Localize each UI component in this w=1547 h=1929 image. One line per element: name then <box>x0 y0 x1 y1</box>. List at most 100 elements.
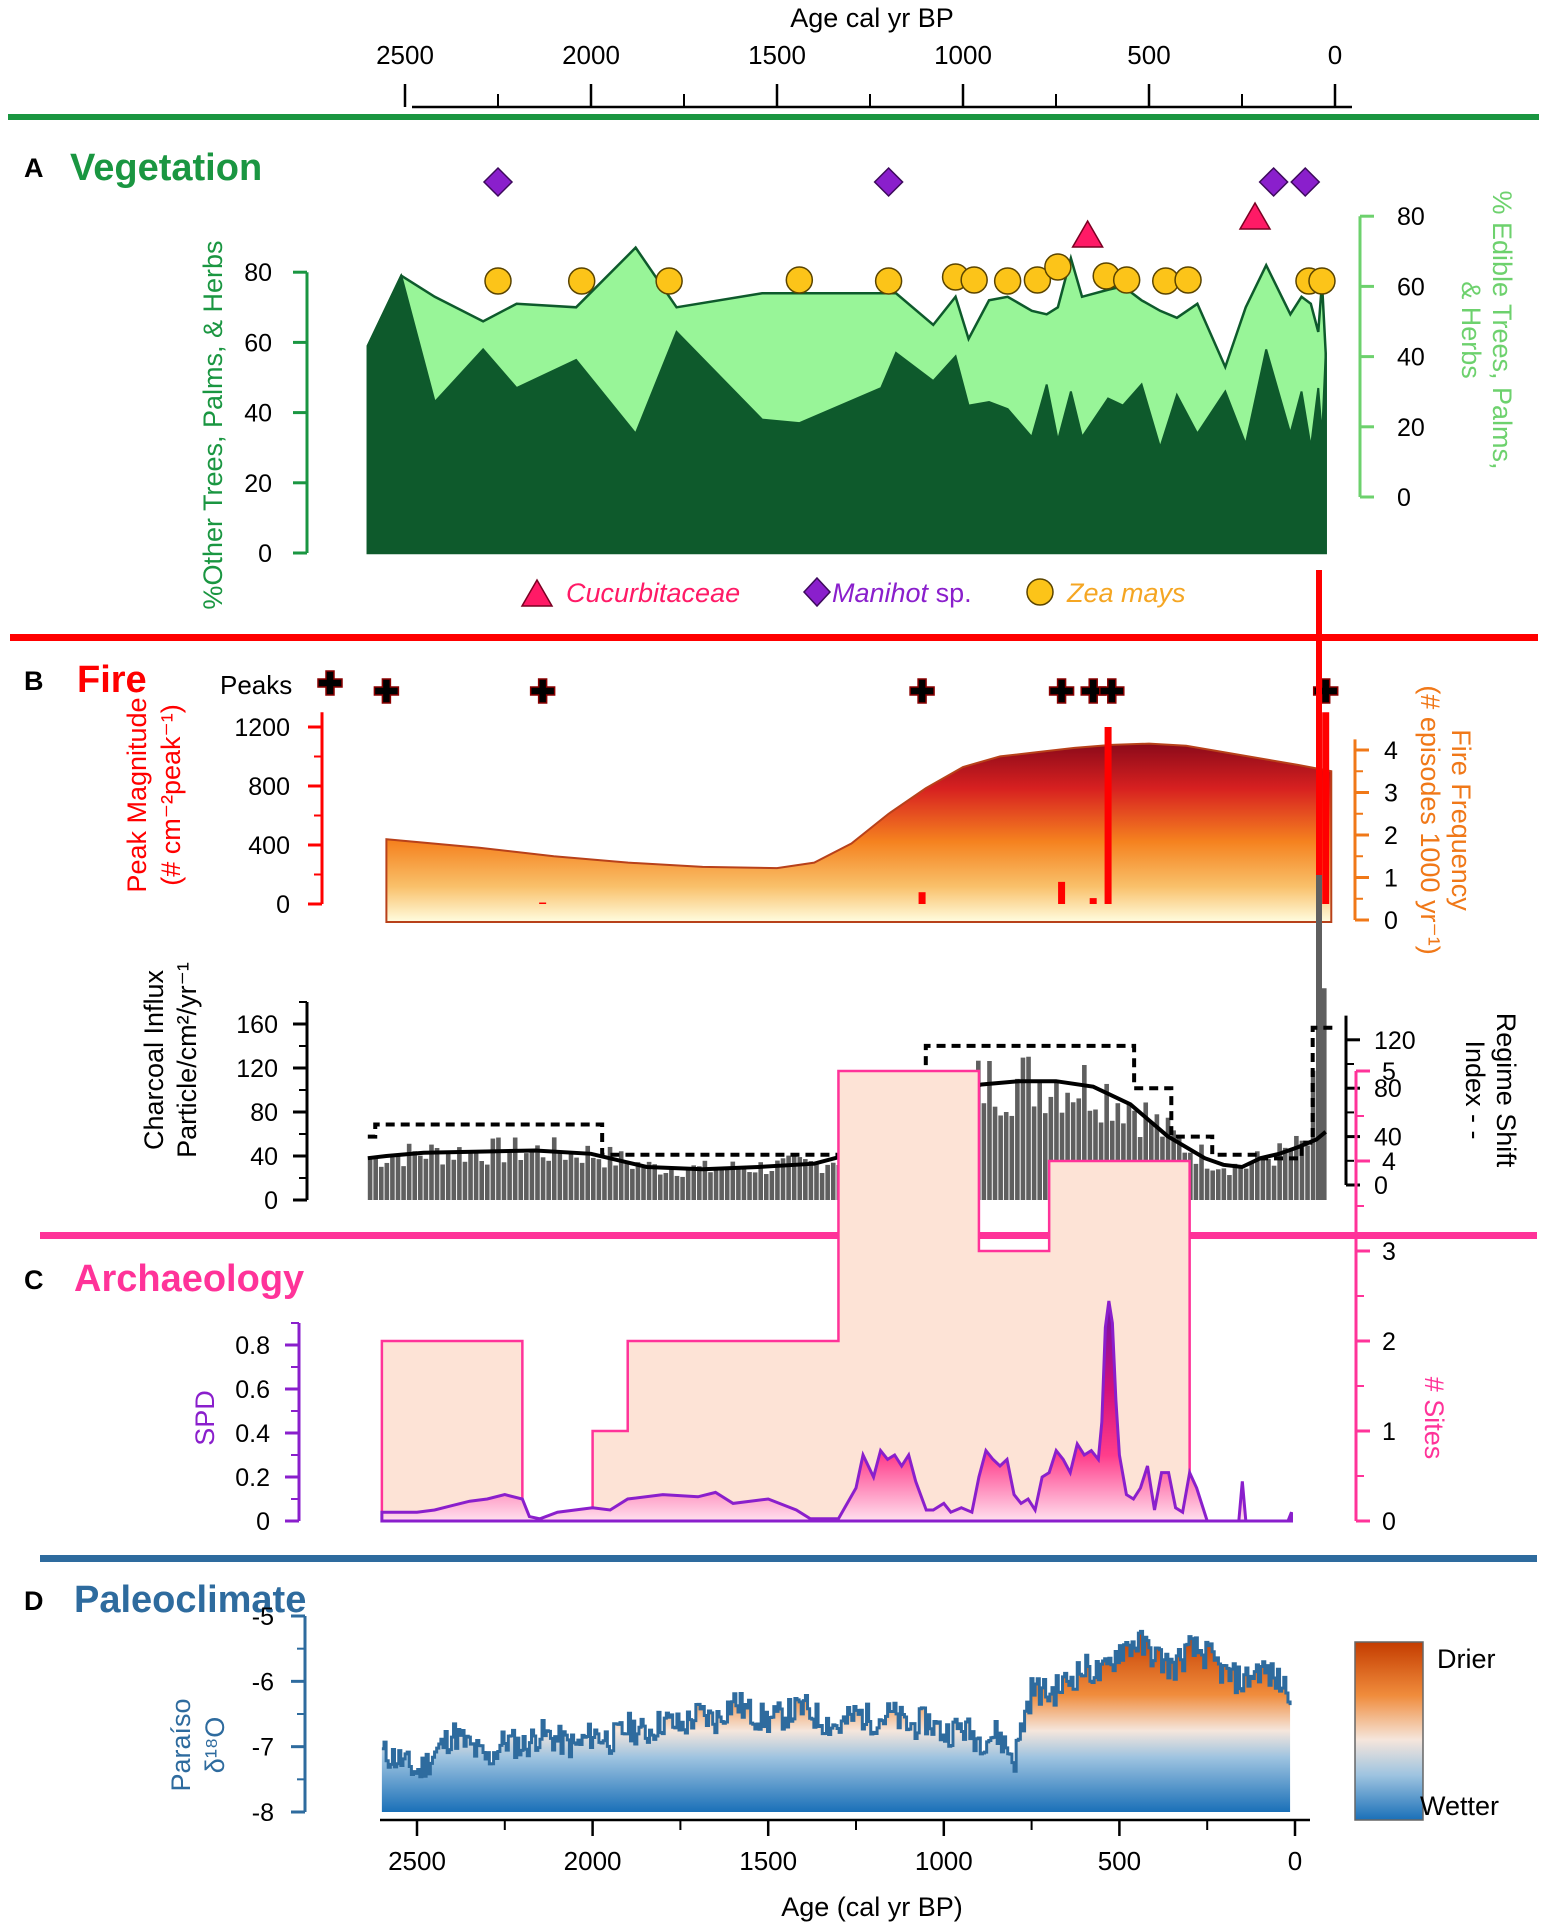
vegetation-left-tick-label: 60 <box>244 329 272 357</box>
regime-tick-label: 120 <box>1374 1027 1416 1055</box>
archaeology-title: Archaeology <box>74 1258 304 1300</box>
sites-tick-label: 5 <box>1382 1058 1396 1086</box>
charcoal-bar <box>1087 1110 1093 1200</box>
zea-marker <box>655 267 683 295</box>
vegetation-panel: 0 20 40 60 80 0 20 40 60 80 <box>244 166 1425 568</box>
charcoal-bar <box>1210 1170 1215 1200</box>
spd-tick-label: 0.4 <box>235 1420 270 1448</box>
peak-marker <box>1312 678 1339 704</box>
vegetation-right-tick-label: 0 <box>1397 484 1411 512</box>
vegetation-markers <box>482 166 1336 295</box>
charcoal-bar <box>406 1143 412 1200</box>
charcoal-bar <box>1282 1147 1288 1200</box>
charcoal-bar <box>630 1168 635 1200</box>
top-axis: 2500 2000 1500 1000 500 0 <box>376 40 1352 109</box>
vegetation-right-tick-label: 60 <box>1397 273 1425 301</box>
spd-label: SPD <box>190 1390 220 1446</box>
sites-axis: 0 1 2 3 4 5 <box>1354 1058 1396 1536</box>
charcoal-bar <box>1015 1078 1020 1200</box>
manihot-marker <box>1290 166 1321 198</box>
charcoal-bar <box>1294 1135 1299 1200</box>
charcoal-bar <box>1143 1102 1149 1200</box>
charcoal-bar <box>591 1157 596 1200</box>
peak-magnitude-bar <box>1322 712 1330 904</box>
charcoal-bar <box>791 1156 797 1200</box>
charcoal-bar <box>390 1157 395 1200</box>
charcoal-bar <box>1037 1081 1042 1200</box>
charcoal-bar <box>1199 1144 1204 1200</box>
top-axis-tick-label: 2000 <box>562 40 620 70</box>
manihot-legend-suffix: sp. <box>928 578 972 608</box>
charcoal-bar <box>1070 1102 1076 1200</box>
vegetation-right-label-1: % Edible Trees, Palms, <box>1487 190 1517 469</box>
paleoclimate-label-2: δ¹⁸O <box>200 1717 230 1773</box>
bottom-axis-tick-label: 0 <box>1288 1846 1302 1876</box>
fire-frequency-tick-label: 4 <box>1384 737 1398 765</box>
spd-tick-label: 0.2 <box>235 1464 270 1492</box>
charcoal-bar <box>568 1151 574 1200</box>
paleoclimate-tick-label: -8 <box>252 1799 274 1827</box>
zea-marker <box>484 267 512 295</box>
charcoal-bar <box>490 1138 496 1200</box>
peak-marker <box>1080 678 1106 704</box>
peak-magnitude-tick-label: 800 <box>248 773 290 801</box>
charcoal-bar <box>1093 1109 1098 1200</box>
fire-frequency-tick-label: 0 <box>1384 907 1398 935</box>
charcoal-bar <box>1059 1112 1065 1200</box>
vegetation-legend: Cucurbitaceae Manihot sp. Zea mays <box>520 576 1186 608</box>
charcoal-bar <box>697 1166 702 1200</box>
charcoal-bar <box>484 1164 490 1200</box>
section-a-letter: A <box>24 153 44 183</box>
peaks-legend-marker <box>317 670 343 696</box>
charcoal-bar <box>1266 1158 1271 1200</box>
charcoal-bar <box>1065 1092 1070 1200</box>
vegetation-left-tick-label: 80 <box>244 259 272 287</box>
charcoal-bar <box>663 1173 669 1200</box>
cucurbit-legend-marker <box>520 578 554 607</box>
charcoal-bar <box>1126 1103 1132 1200</box>
peak-marker <box>529 678 556 704</box>
sites-label: # Sites <box>1419 1377 1449 1460</box>
manihot-legend-label: Manihot sp. <box>832 578 972 608</box>
charcoal-bar <box>646 1161 652 1200</box>
charcoal-bar <box>540 1157 546 1200</box>
other-trees-area <box>366 272 1327 554</box>
drier-label: Drier <box>1437 1644 1496 1674</box>
charcoal-bar <box>1305 1145 1310 1200</box>
regime-shift-line <box>367 1025 1335 1161</box>
charcoal-bar <box>457 1147 462 1200</box>
section-b-letter: B <box>24 666 44 696</box>
charcoal-bar <box>434 1147 440 1200</box>
charcoal-bar <box>981 1103 987 1200</box>
peak-magnitude-tick-label: 400 <box>248 832 290 860</box>
top-axis-tick-label: 500 <box>1127 40 1170 70</box>
charcoal-bar <box>468 1150 473 1200</box>
archaeology-panel: 0 0.2 0.4 0.6 0.8 0 1 2 3 4 5 <box>235 1058 1396 1536</box>
charcoal-bar <box>998 1115 1003 1200</box>
charcoal-bar <box>412 1151 418 1200</box>
peak-magnitude-label-2: (# cm⁻²peak⁻¹) <box>156 704 186 886</box>
sites-step-area <box>380 1069 1191 1523</box>
charcoal-bar <box>741 1168 747 1200</box>
vegetation-right-axis: 0 20 40 60 80 <box>1358 203 1425 512</box>
charcoal-bar <box>769 1170 775 1200</box>
spd-tick-label: 0.8 <box>235 1332 270 1360</box>
vegetation-right-label-2: & Herbs <box>1456 281 1486 379</box>
charcoal-bar <box>624 1162 630 1200</box>
peak-magnitude-bar <box>918 892 926 904</box>
zea-marker <box>1308 267 1336 295</box>
charcoal-bar <box>819 1173 825 1200</box>
charcoal-bar <box>1115 1103 1121 1200</box>
charcoal-axis: 0 40 80 120 160 <box>236 1001 309 1215</box>
zea-marker <box>567 267 596 295</box>
charcoal-tick-label: 120 <box>236 1055 278 1083</box>
bottom-axis-tick-label: 500 <box>1098 1846 1141 1876</box>
peak-markers <box>317 670 1339 704</box>
top-axis-title: Age cal yr BP <box>790 3 954 33</box>
zea-marker <box>874 267 903 295</box>
charcoal-bar <box>808 1161 814 1200</box>
charcoal-bar <box>529 1149 535 1200</box>
charcoal-bar <box>1193 1163 1199 1200</box>
charcoal-bar <box>708 1172 713 1200</box>
cucurbit-marker <box>1071 219 1104 248</box>
